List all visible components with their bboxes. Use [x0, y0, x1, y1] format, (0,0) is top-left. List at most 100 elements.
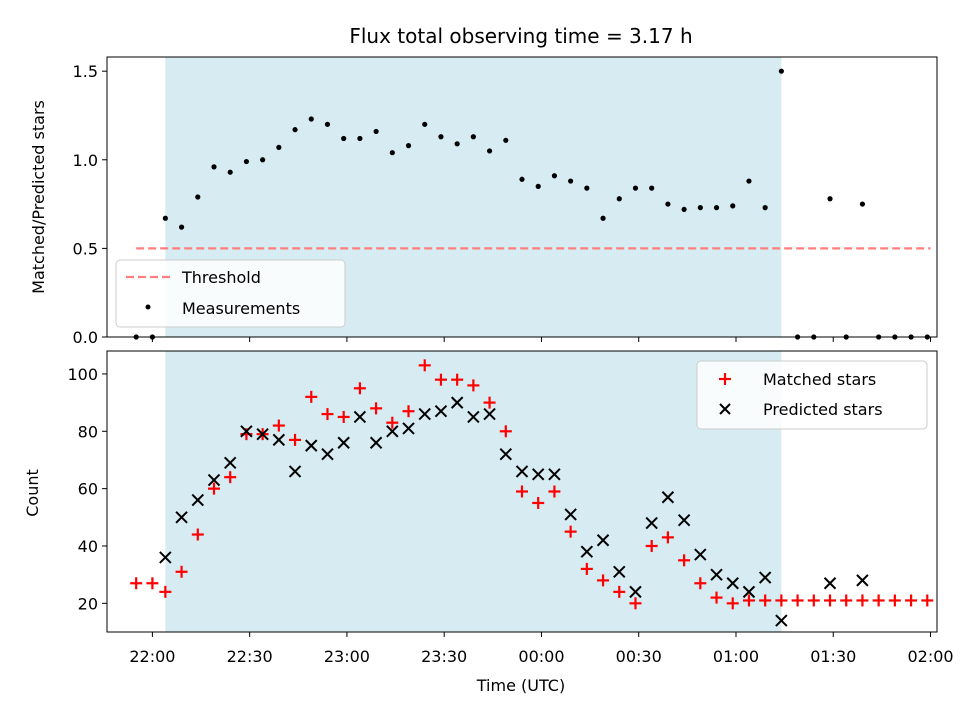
x-tick-label: 23:30	[421, 647, 467, 666]
measurement-point	[292, 127, 298, 133]
top-y-axis-label: Matched/Predicted stars	[29, 100, 48, 294]
matched-star-marker	[191, 528, 204, 541]
matched-star-marker	[402, 405, 415, 418]
predicted-star-marker	[499, 448, 512, 461]
matched-star-marker	[807, 594, 820, 607]
predicted-star-marker	[483, 407, 496, 421]
measurement-point	[454, 141, 460, 147]
matched-star-marker	[888, 594, 901, 607]
measurement-point	[584, 185, 590, 191]
x-axis-label: Time (UTC)	[476, 676, 565, 695]
predicted-star-marker	[758, 571, 772, 584]
bottom-axis-ticks: 20 40 60 80 100 22:00 22:30 23:00 23:30 00:00 00:3…	[67, 365, 953, 666]
matched-star-marker	[434, 373, 447, 386]
matched-star-marker	[678, 554, 691, 567]
measurement-point	[195, 194, 201, 200]
matched-star-marker	[159, 585, 172, 598]
predicted-star-marker	[629, 585, 642, 599]
predicted-star-marker	[288, 465, 302, 478]
bottom-axes-frame	[106, 350, 938, 633]
measurement-point	[762, 205, 768, 211]
matched-star-marker	[564, 525, 577, 538]
bottom-y-tick-label: 60	[78, 480, 98, 499]
measurement-point	[243, 158, 250, 165]
predicted-star-marker	[467, 410, 480, 424]
predicted-star-marker	[369, 436, 383, 449]
matched-star-marker	[759, 594, 772, 607]
measurement-point	[551, 173, 558, 179]
predicted-star-marker	[337, 436, 350, 449]
matched-star-marker	[418, 359, 431, 372]
measurement-point	[178, 224, 185, 230]
matched-star-marker	[467, 379, 480, 392]
matched-star-marker	[321, 408, 334, 421]
top-legend-box	[115, 259, 346, 328]
matched-star-marker	[305, 390, 318, 403]
predicted-star-marker	[272, 433, 286, 447]
measurement-point	[600, 215, 606, 221]
measurement-point	[276, 144, 282, 150]
matched-star-marker	[289, 433, 302, 446]
measurement-point	[373, 128, 379, 135]
matched-star-marker	[694, 577, 707, 590]
measurement-point	[324, 121, 331, 127]
top-axis-ticks: 0.0 0.5 1.0 1.5	[73, 62, 932, 347]
measurement-point	[535, 183, 541, 189]
predicted-star-marker	[661, 491, 675, 504]
matched-star-marker	[207, 482, 220, 495]
matched-star-marker	[613, 585, 626, 598]
legend-threshold-label: Threshold	[181, 268, 261, 287]
measurement-point	[827, 196, 833, 202]
x-tick-label: 01:30	[810, 647, 856, 666]
predicted-star-marker	[710, 568, 723, 581]
predicted-star-marker	[677, 513, 691, 527]
x-tick-label: 23:00	[324, 647, 370, 666]
predicted-star-marker	[305, 439, 318, 452]
predicted-star-marker	[548, 468, 561, 481]
measurement-point	[713, 205, 720, 211]
top-y-tick-label: 0.0	[73, 328, 98, 347]
matched-star-marker	[483, 396, 496, 409]
predicted-star-marker	[256, 427, 269, 441]
matched-star-marker	[597, 574, 610, 587]
measurement-point	[859, 201, 866, 207]
measurement-point	[405, 143, 412, 149]
bottom-legend-box	[696, 360, 928, 430]
matched-star-marker	[516, 485, 528, 498]
measurement-point	[162, 215, 168, 221]
matched-star-marker	[629, 597, 642, 610]
measurement-point	[697, 205, 703, 211]
predicted-star-marker	[856, 574, 869, 587]
predicted-star-marker	[450, 396, 464, 409]
legend-measurements-swatch	[145, 304, 151, 310]
predicted-star-marker	[645, 516, 658, 530]
matched-star-marker	[548, 485, 561, 498]
matched-star-marker	[175, 565, 188, 578]
matched-star-marker	[742, 594, 755, 607]
predicted-star-marker	[402, 422, 415, 435]
bottom-y-tick-label: 40	[78, 537, 98, 556]
predicted-star-marker	[386, 425, 399, 438]
predicted-star-marker	[694, 548, 707, 561]
bottom-y-tick-label: 20	[78, 594, 98, 613]
measurement-point	[730, 203, 736, 209]
predicted-star-marker	[775, 614, 788, 627]
predicted-star-marker	[742, 585, 756, 599]
matched-star-marker	[710, 591, 723, 604]
measurement-point	[503, 137, 509, 143]
measurement-point	[260, 157, 266, 163]
matched-star-marker	[645, 539, 658, 552]
measurement-point	[486, 148, 493, 154]
matched-star-marker	[499, 425, 512, 438]
matched-star-marker	[451, 373, 464, 386]
predicted-star-marker	[434, 405, 448, 418]
matched-star-marker	[921, 594, 934, 607]
x-tick-label: 01:00	[713, 647, 759, 666]
bottom-y-tick-label: 100	[67, 365, 98, 384]
matched-star-marker	[905, 594, 918, 607]
predicted-star-marker	[418, 407, 431, 421]
measurement-point	[746, 178, 752, 184]
matched-star-marker	[146, 577, 159, 590]
top-y-tick-label: 1.5	[73, 62, 98, 81]
